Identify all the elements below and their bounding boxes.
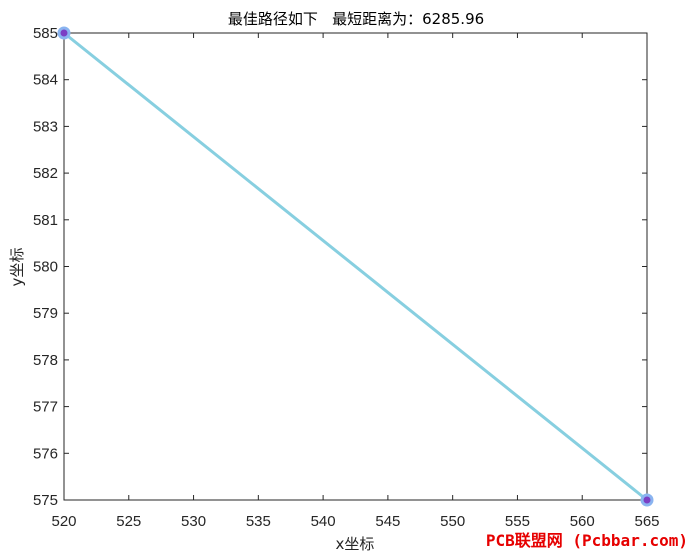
x-tick-label: 520	[51, 513, 76, 530]
x-tick-label: 525	[116, 513, 141, 530]
data-point	[57, 26, 71, 40]
watermark-text: PCB联盟网 (Pcbbar.com)	[486, 531, 688, 550]
x-tick-label: 530	[181, 513, 206, 530]
series-layer	[57, 26, 654, 507]
y-axis-label: y坐标	[8, 248, 26, 287]
series-line	[62, 31, 649, 502]
y-tick-label: 580	[33, 259, 58, 276]
y-tick-label: 578	[33, 352, 58, 369]
x-axis-ticks: 520 525 530 535 540 545 550 555 560 565	[51, 33, 660, 530]
chart-title: 最佳路径如下 最短距离为：6285.96	[228, 10, 484, 28]
y-tick-label: 583	[33, 118, 58, 135]
y-tick-label: 575	[33, 492, 58, 509]
x-tick-label: 540	[311, 513, 336, 530]
y-tick-label: 577	[33, 399, 58, 416]
x-tick-label: 550	[440, 513, 465, 530]
x-tick-label: 565	[634, 513, 659, 530]
y-tick-label: 585	[33, 25, 58, 42]
y-tick-label: 581	[33, 212, 58, 229]
y-tick-label: 584	[33, 72, 58, 89]
y-tick-label: 582	[33, 165, 58, 182]
y-axis-ticks: 575 576 577 578 579 580 581 582 583 584 585	[33, 25, 647, 509]
data-point	[640, 493, 654, 507]
x-tick-label: 555	[505, 513, 530, 530]
x-tick-label: 545	[375, 513, 400, 530]
y-tick-label: 576	[33, 445, 58, 462]
x-axis-label: x坐标	[336, 535, 375, 553]
x-tick-label: 535	[246, 513, 271, 530]
x-tick-label: 560	[570, 513, 595, 530]
y-tick-label: 579	[33, 305, 58, 322]
